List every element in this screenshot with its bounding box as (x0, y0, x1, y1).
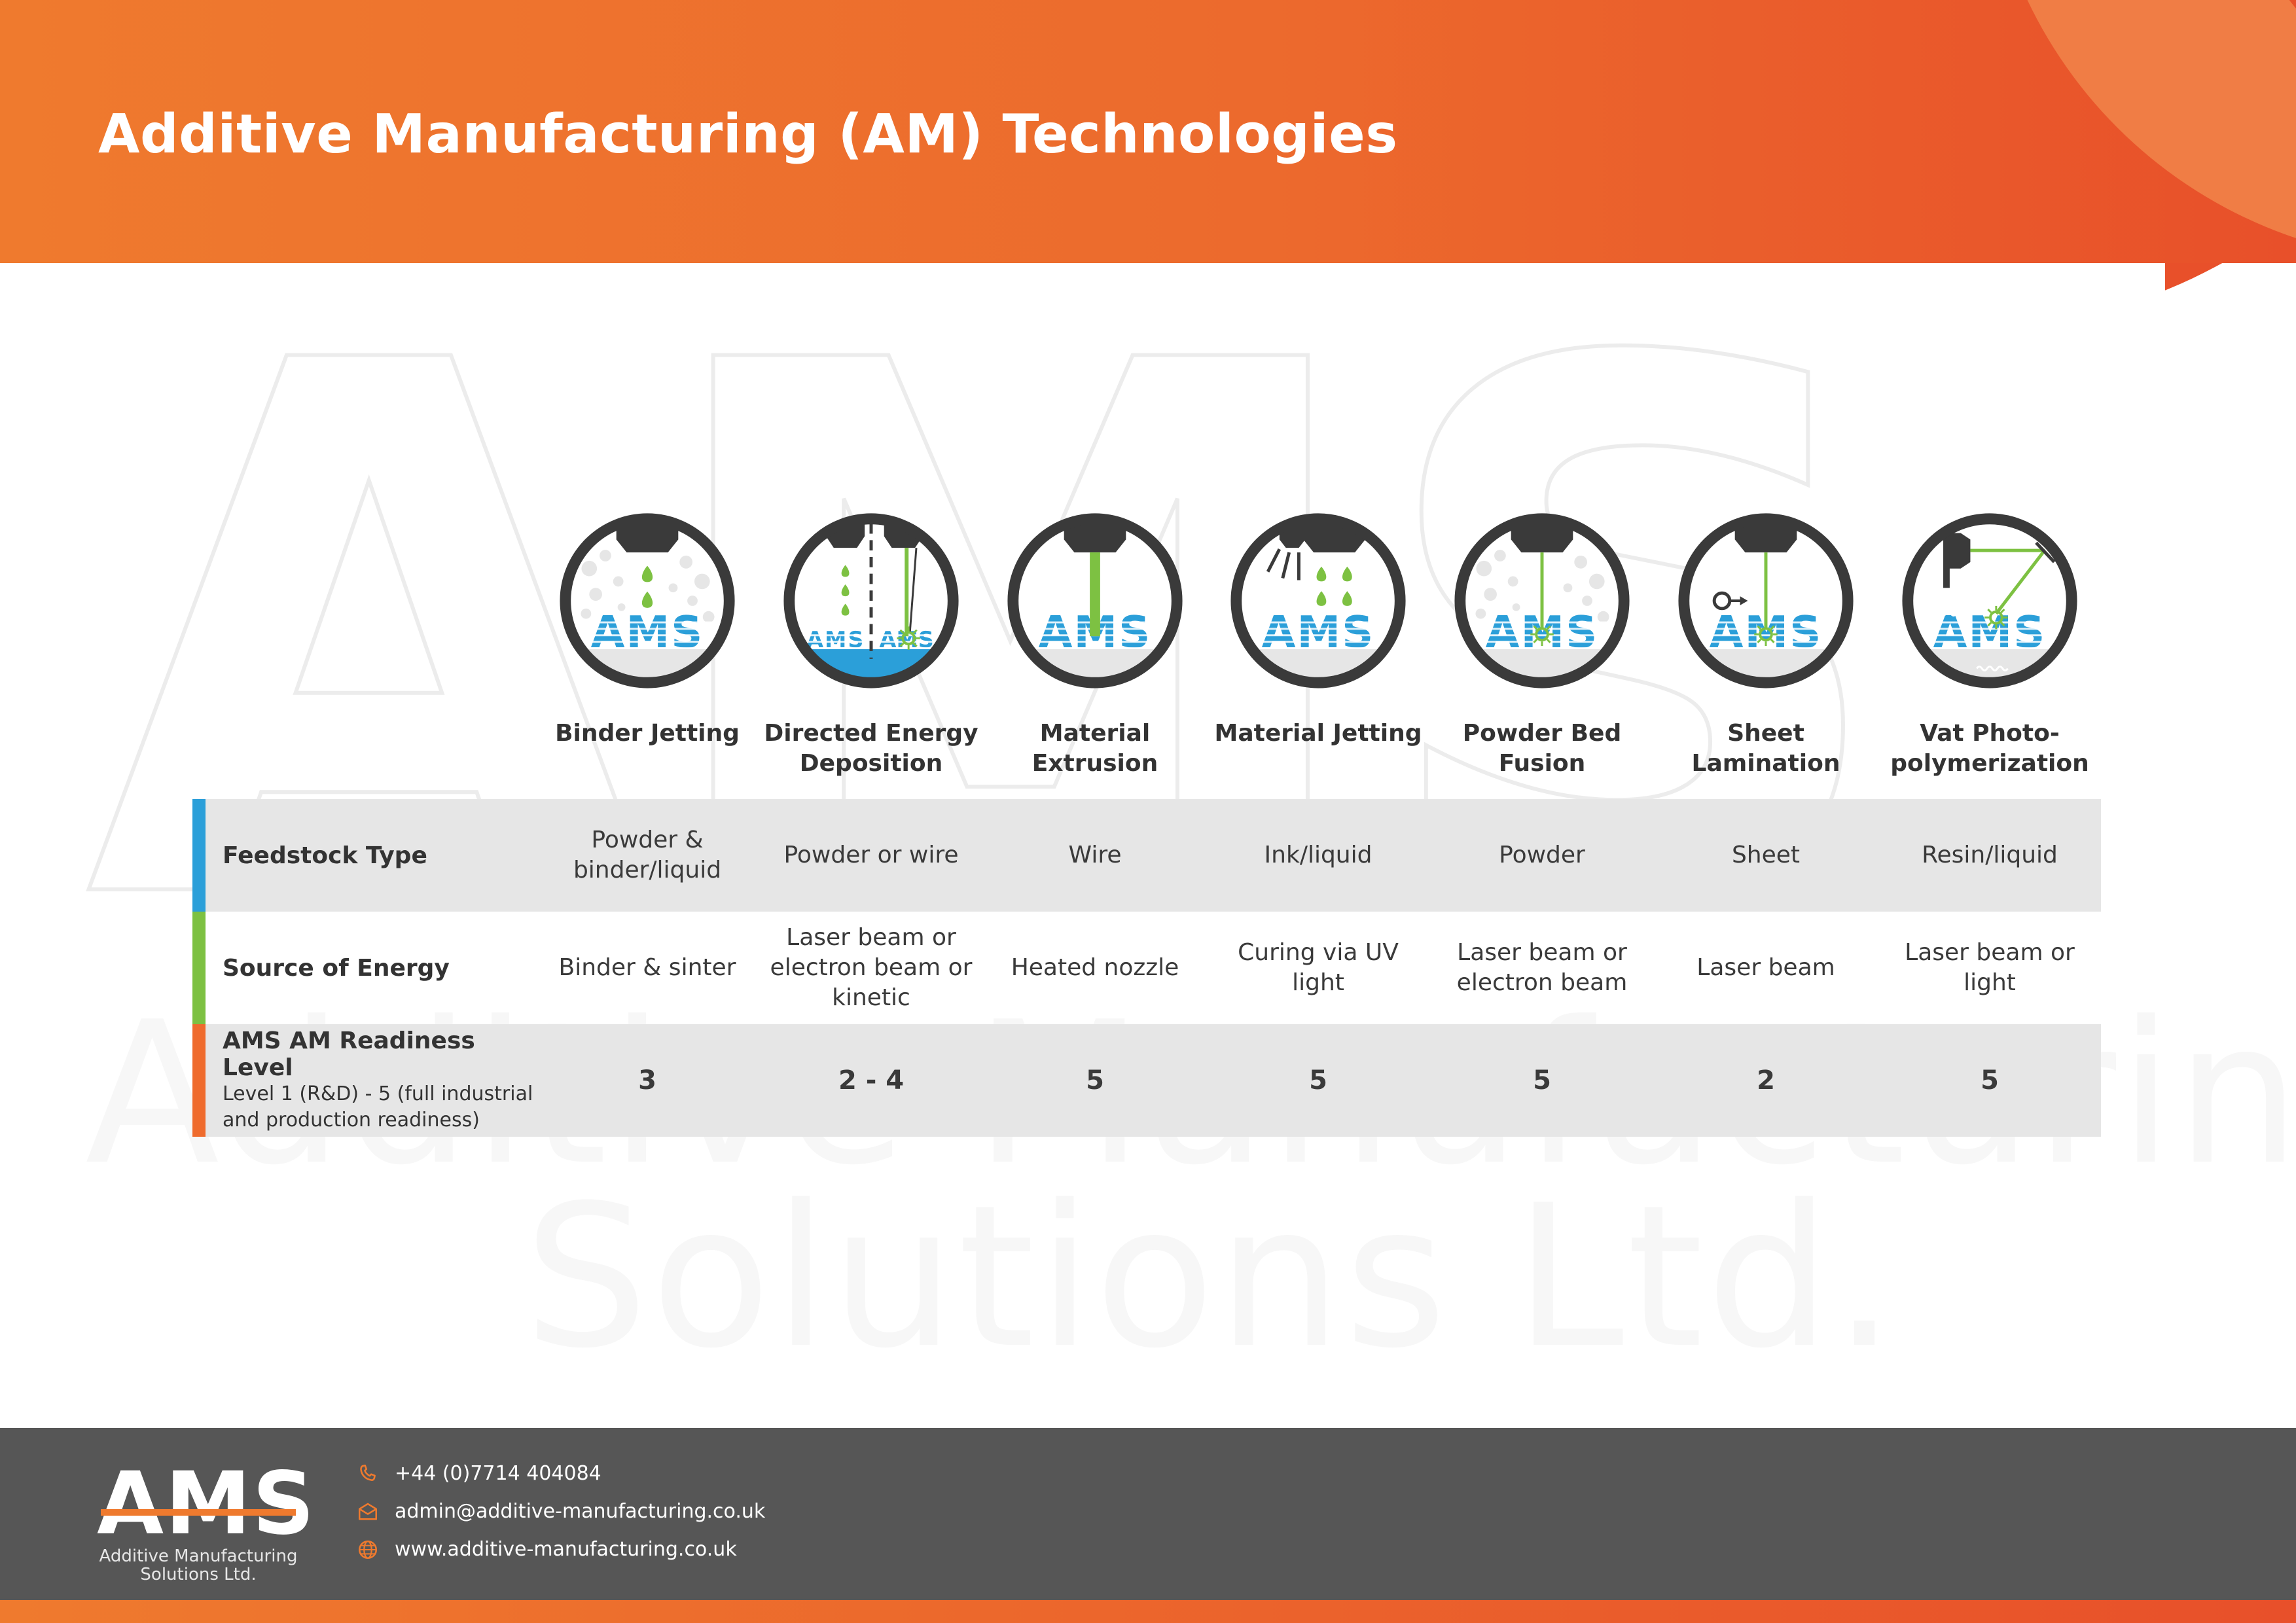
technology-name: Material Jetting (1214, 720, 1422, 747)
email-address: admin@additive-manufacturing.co.uk (395, 1500, 766, 1523)
binder-jetting-icon: AMS (560, 513, 735, 688)
row-accent-bar (192, 1024, 206, 1137)
technology-column: AMS Binder Jetting (539, 510, 755, 749)
phone-icon (360, 1464, 376, 1481)
watermark-line-2: Solutions Ltd. (524, 1163, 1899, 1391)
footer-accent-strip (0, 1600, 2296, 1623)
table-cell: Laser beam (1696, 954, 1835, 981)
technology-column: AMS AMS Directed Energy Deposition (763, 510, 979, 779)
table-cell: Powder & binder/liquid (573, 827, 722, 883)
technology-name: Vat Photo-polymerization (1890, 720, 2089, 777)
table-cell: Curing via UV light (1238, 939, 1399, 996)
logo-orange-bar (101, 1509, 296, 1516)
svg-text:AMS: AMS (1262, 607, 1375, 658)
technology-name: Directed Energy Deposition (764, 720, 978, 777)
directed-energy-deposition-icon: AMS AMS (783, 513, 959, 688)
svg-text:AMS: AMS (1933, 607, 2047, 658)
row-accent-bar (192, 799, 206, 912)
row-accent-bar (192, 912, 206, 1024)
table-cell: Sheet (1731, 842, 1801, 868)
technology-name: Material Extrusion (1031, 720, 1158, 777)
technology-name: Binder Jetting (555, 720, 740, 747)
table-row: Feedstock Type Powder & binder/liquid Powd… (192, 799, 2101, 912)
footer: AMS Additive Manufacturing Solutions Ltd… (0, 1428, 2296, 1600)
row-label: Feedstock Type (223, 842, 550, 869)
sheet-lamination-icon: AMS (1678, 513, 1854, 688)
table-cell: Heated nozzle (1011, 954, 1179, 981)
table-cell: Powder or wire (783, 842, 959, 868)
contact-email[interactable]: admin@additive-manufacturing.co.uk (357, 1500, 765, 1523)
table-cell: Ink/liquid (1264, 842, 1372, 868)
table-cell: Wire (1068, 842, 1122, 868)
table-cell: Laser beam or electron beam or kinetic (770, 924, 973, 1011)
table-cell: 3 (638, 1065, 656, 1096)
row-sublabel-text: Level 1 (R&D) - 5 (full industrial and p… (223, 1082, 533, 1132)
technology-name: Sheet Lamination (1691, 720, 1840, 777)
row-label: Source of Energy (223, 955, 550, 982)
table-cell: Laser beam or light (1905, 939, 2075, 996)
technology-column: AMS Vat Photo-polymerization (1882, 510, 2098, 779)
phone-number: +44 (0)7714 404084 (395, 1462, 601, 1485)
material-extrusion-icon: AMS (1007, 513, 1183, 688)
logo-subtitle-2: Solutions Ltd. (140, 1565, 257, 1584)
row-label-text: AMS AM Readiness Level (223, 1027, 475, 1081)
svg-text:AMS: AMS (591, 607, 704, 658)
table-cell: Powder (1499, 842, 1585, 868)
logo-text: AMS (97, 1454, 316, 1554)
technology-column: AMS Material Jetting (1210, 510, 1426, 749)
row-label-text: Source of Energy (223, 954, 450, 982)
table-cell: 5 (1086, 1065, 1104, 1096)
comparison-table: Feedstock Type Powder & binder/liquid Powd… (192, 799, 2101, 1137)
header-banner: Additive Manufacturing (AM) Technologies (0, 0, 2296, 263)
page-title: Additive Manufacturing (AM) Technologies (98, 103, 1398, 166)
corner-swoosh (2165, 263, 2296, 323)
header-decoration-arc (1983, 0, 2296, 262)
powder-bed-fusion-icon: AMS (1454, 513, 1630, 688)
row-label: AMS AM Readiness Level Level 1 (R&D) - 5 … (223, 1027, 550, 1133)
technology-column: AMS Material Extrusion (987, 510, 1203, 779)
website-url: www.additive-manufacturing.co.uk (395, 1538, 737, 1561)
table-row: Source of Energy Binder & sinter Laser bea… (192, 912, 2101, 1024)
table-cell: Laser beam or electron beam (1456, 939, 1628, 996)
table-cell: 2 (1757, 1065, 1775, 1096)
email-icon (358, 1503, 378, 1520)
table-cell: 5 (1533, 1065, 1551, 1096)
contact-phone[interactable]: +44 (0)7714 404084 (357, 1462, 601, 1485)
technology-column: AMS Powder Bed Fusion (1434, 510, 1650, 779)
footer-logo: AMS Additive Manufacturing Solutions Ltd… (97, 1454, 316, 1584)
table-cell: Binder & sinter (558, 954, 736, 981)
logo-subtitle-1: Additive Manufacturing (99, 1546, 298, 1566)
table-cell: Resin/liquid (1922, 842, 2058, 868)
material-jetting-icon: AMS (1230, 513, 1406, 688)
table-cell: 5 (1981, 1065, 1999, 1096)
table-cell: 5 (1309, 1065, 1327, 1096)
table-row: AMS AM Readiness Level Level 1 (R&D) - 5 … (192, 1024, 2101, 1137)
technology-column: AMS Sheet Lamination (1658, 510, 1874, 779)
table-cell: 2 - 4 (838, 1065, 905, 1096)
globe-icon (358, 1540, 378, 1559)
vat-photopolymerization-icon: AMS (1902, 513, 2077, 688)
row-label-text: Feedstock Type (223, 842, 427, 869)
contact-website[interactable]: www.additive-manufacturing.co.uk (357, 1538, 737, 1561)
technology-name: Powder Bed Fusion (1462, 720, 1622, 777)
